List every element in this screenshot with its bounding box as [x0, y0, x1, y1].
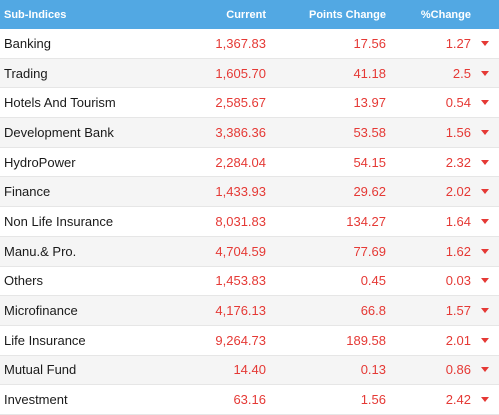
table-row[interactable]: Manu.& Pro. 4,704.59 77.69 1.62: [0, 236, 499, 267]
points-change-value: 53.58: [353, 124, 386, 140]
current-value: 4,176.13: [215, 303, 266, 319]
sub-index-name: Finance: [4, 184, 51, 200]
pct-change-value: 1.56: [445, 124, 471, 140]
sub-index-name: Manu.& Pro.: [4, 243, 77, 259]
table-row[interactable]: Mutual Fund 14.40 0.13 0.86: [0, 355, 499, 386]
trend-cell: [471, 367, 499, 373]
points-change-value: 29.62: [353, 184, 386, 200]
table-body: Banking 1,367.83 17.56 1.27 Trading 1,605.70 4…: [0, 29, 499, 415]
down-arrow-icon: [481, 337, 489, 343]
sub-index-name: Investment: [4, 392, 68, 408]
points-change-value: 0.45: [360, 273, 386, 289]
pct-change-value: 2.32: [445, 154, 471, 170]
pct-change-value: 1.64: [445, 213, 471, 229]
current-value: 1,453.83: [215, 273, 266, 289]
pct-change-value: 2.01: [445, 332, 471, 348]
trend-cell: [471, 189, 499, 195]
current-value: 3,386.36: [215, 124, 266, 140]
down-arrow-icon: [481, 129, 489, 135]
points-change-value: 0.13: [360, 362, 386, 378]
table-row[interactable]: Microfinance 4,176.13 66.8 1.57: [0, 296, 499, 326]
current-value: 1,433.93: [215, 184, 266, 200]
table-header: Sub-Indices Current Points Change %Chang…: [0, 0, 499, 29]
pct-change-value: 1.62: [445, 243, 471, 259]
sub-index-name: Microfinance: [4, 303, 78, 319]
down-arrow-icon: [481, 278, 489, 284]
header-pct-change[interactable]: %Change: [420, 8, 471, 21]
trend-cell: [471, 337, 499, 343]
trend-cell: [471, 308, 499, 314]
pct-change-value: 0.54: [445, 95, 471, 111]
down-arrow-icon: [481, 308, 489, 314]
table-row[interactable]: Trading 1,605.70 41.18 2.5: [0, 58, 499, 89]
down-arrow-icon: [481, 159, 489, 165]
trend-cell: [471, 40, 499, 46]
sub-index-name: Non Life Insurance: [4, 213, 114, 229]
pct-change-value: 2.02: [445, 184, 471, 200]
points-change-value: 1.56: [360, 392, 386, 408]
sub-index-name: Life Insurance: [4, 332, 86, 348]
current-value: 2,585.67: [215, 95, 266, 111]
points-change-value: 13.97: [353, 95, 386, 111]
pct-change-value: 2.42: [445, 392, 471, 408]
trend-cell: [471, 278, 499, 284]
points-change-value: 54.15: [353, 154, 386, 170]
points-change-value: 77.69: [353, 243, 386, 259]
trend-cell: [471, 70, 499, 76]
current-value: 9,264.73: [215, 332, 266, 348]
down-arrow-icon: [481, 248, 489, 254]
current-value: 4,704.59: [215, 243, 266, 259]
down-arrow-icon: [481, 367, 489, 373]
down-arrow-icon: [481, 70, 489, 76]
current-value: 2,284.04: [215, 154, 266, 170]
table-row[interactable]: Development Bank 3,386.36 53.58 1.56: [0, 118, 499, 148]
sub-index-name: Banking: [4, 35, 51, 51]
down-arrow-icon: [481, 397, 489, 403]
trend-cell: [471, 218, 499, 224]
pct-change-value: 1.27: [445, 35, 471, 51]
header-points-change[interactable]: Points Change: [308, 8, 386, 21]
down-arrow-icon: [481, 218, 489, 224]
points-change-value: 41.18: [353, 65, 386, 81]
current-value: 1,367.83: [215, 35, 266, 51]
header-current[interactable]: Current: [226, 8, 266, 21]
sub-index-name: Development Bank: [4, 124, 114, 140]
points-change-value: 17.56: [353, 35, 386, 51]
pct-change-value: 0.86: [445, 362, 471, 378]
table-row[interactable]: Banking 1,367.83 17.56 1.27: [0, 29, 499, 59]
table-row[interactable]: Life Insurance 9,264.73 189.58 2.01: [0, 326, 499, 356]
trend-cell: [471, 248, 499, 254]
table-row[interactable]: Hotels And Tourism 2,585.67 13.97 0.54: [0, 88, 499, 119]
points-change-value: 66.8: [360, 303, 386, 319]
trend-cell: [471, 100, 499, 106]
current-value: 8,031.83: [215, 213, 266, 229]
down-arrow-icon: [481, 40, 489, 46]
table-row[interactable]: Investment 63.16 1.56 2.42: [0, 385, 499, 415]
trend-cell: [471, 397, 499, 403]
current-value: 1,605.70: [215, 65, 266, 81]
pct-change-value: 1.57: [445, 303, 471, 319]
trend-cell: [471, 129, 499, 135]
down-arrow-icon: [481, 100, 489, 106]
points-change-value: 134.27: [346, 213, 386, 229]
table-row[interactable]: Non Life Insurance 8,031.83 134.27 1.64: [0, 207, 499, 237]
sub-index-name: Others: [4, 273, 44, 289]
table-row[interactable]: Finance 1,433.93 29.62 2.02: [0, 177, 499, 208]
down-arrow-icon: [481, 189, 489, 195]
points-change-value: 189.58: [346, 332, 386, 348]
sub-index-name: Trading: [4, 65, 48, 81]
sub-index-name: Hotels And Tourism: [4, 95, 116, 111]
current-value: 14.40: [233, 362, 266, 378]
pct-change-value: 0.03: [445, 273, 471, 289]
sub-index-name: Mutual Fund: [4, 362, 77, 378]
table-row[interactable]: HydroPower 2,284.04 54.15 2.32: [0, 148, 499, 178]
current-value: 63.16: [233, 392, 266, 408]
trend-cell: [471, 159, 499, 165]
table-row[interactable]: Others 1,453.83 0.45 0.03: [0, 267, 499, 297]
pct-change-value: 2.5: [452, 65, 471, 81]
sub-index-name: HydroPower: [4, 154, 76, 170]
header-sub-indices[interactable]: Sub-Indices: [4, 8, 67, 21]
